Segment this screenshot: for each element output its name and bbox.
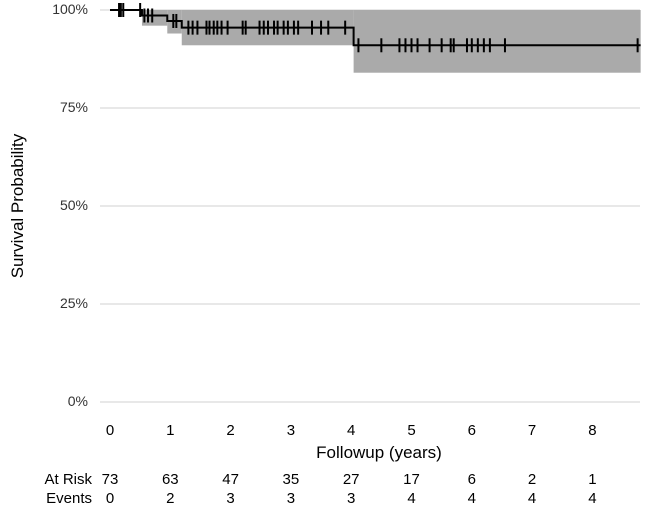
y-tick-label: 100% — [52, 1, 88, 17]
risk-table-value: 63 — [161, 471, 179, 488]
events-label: Events — [46, 490, 92, 507]
risk-table-value: 27 — [342, 471, 360, 488]
risk-table-value: 47 — [222, 471, 239, 488]
x-tick-label: 3 — [286, 422, 296, 439]
risk-table-value: 1 — [588, 471, 597, 488]
risk-table-value: 4 — [467, 490, 476, 507]
risk-table-value: 3 — [226, 490, 235, 507]
y-tick-label: 0% — [67, 393, 88, 409]
x-axis-label: Followup (years) — [316, 443, 442, 462]
risk-table-value: 73 — [101, 471, 119, 488]
ci-segment — [353, 10, 641, 73]
risk-table-value: 6 — [467, 471, 476, 488]
risk-table-value: 2 — [166, 490, 175, 507]
risk-table-value: 4 — [407, 490, 416, 507]
risk-table-value: 3 — [347, 490, 356, 507]
risk-table-value: 0 — [105, 490, 115, 507]
at-risk-label: At Risk — [44, 471, 92, 488]
survival-curve — [110, 9, 641, 47]
censor-marks — [118, 3, 639, 53]
x-tick-label: 5 — [407, 422, 416, 439]
risk-table-value: 3 — [286, 490, 296, 507]
risk-table-value: 35 — [282, 471, 300, 488]
risk-table-value: 4 — [527, 490, 537, 507]
x-tick-label: 6 — [467, 422, 476, 439]
y-tick-label: 25% — [59, 295, 88, 311]
ci-segment — [141, 10, 168, 26]
confidence-band — [141, 10, 641, 73]
risk-table-value: 2 — [527, 471, 537, 488]
km-step-line — [110, 9, 641, 47]
y-axis-label: Survival Probability — [8, 133, 27, 279]
x-tick-label: 8 — [588, 422, 597, 439]
x-tick-label: 1 — [166, 422, 175, 439]
x-tick-label: 7 — [527, 422, 537, 439]
risk-table-value: 4 — [588, 490, 597, 507]
y-tick-label: 50% — [59, 197, 88, 213]
x-tick-label: 2 — [226, 422, 235, 439]
x-tick-label: 4 — [347, 422, 356, 439]
y-tick-label: 75% — [59, 99, 88, 115]
x-tick-label: 0 — [105, 422, 115, 439]
risk-table-value: 17 — [403, 471, 420, 488]
